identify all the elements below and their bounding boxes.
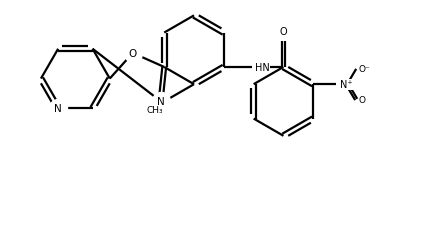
Text: O⁻: O⁻ — [358, 65, 370, 74]
Text: N: N — [157, 97, 164, 107]
Text: HN: HN — [255, 63, 270, 73]
Text: CH₃: CH₃ — [147, 106, 163, 115]
Text: O: O — [129, 49, 137, 59]
Text: N⁺: N⁺ — [340, 80, 353, 90]
Text: O: O — [358, 96, 365, 104]
Text: O: O — [280, 27, 287, 37]
Text: N: N — [54, 104, 62, 114]
